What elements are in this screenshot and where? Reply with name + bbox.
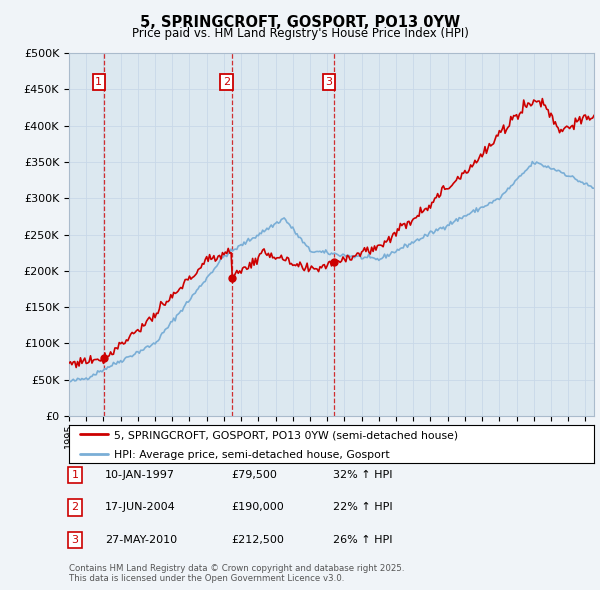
- Text: 27-MAY-2010: 27-MAY-2010: [105, 535, 177, 545]
- Text: 2: 2: [223, 77, 230, 87]
- Text: 22% ↑ HPI: 22% ↑ HPI: [333, 503, 392, 512]
- Text: 17-JUN-2004: 17-JUN-2004: [105, 503, 176, 512]
- Text: HPI: Average price, semi-detached house, Gosport: HPI: Average price, semi-detached house,…: [113, 450, 389, 460]
- Text: 5, SPRINGCROFT, GOSPORT, PO13 0YW: 5, SPRINGCROFT, GOSPORT, PO13 0YW: [140, 15, 460, 30]
- Text: £79,500: £79,500: [231, 470, 277, 480]
- Text: Contains HM Land Registry data © Crown copyright and database right 2025.
This d: Contains HM Land Registry data © Crown c…: [69, 563, 404, 583]
- Text: 2: 2: [71, 503, 79, 512]
- Text: 1: 1: [95, 77, 102, 87]
- Text: 1: 1: [71, 470, 79, 480]
- Text: 5, SPRINGCROFT, GOSPORT, PO13 0YW (semi-detached house): 5, SPRINGCROFT, GOSPORT, PO13 0YW (semi-…: [113, 431, 458, 441]
- Text: 10-JAN-1997: 10-JAN-1997: [105, 470, 175, 480]
- Text: 3: 3: [325, 77, 332, 87]
- Text: 32% ↑ HPI: 32% ↑ HPI: [333, 470, 392, 480]
- Text: 3: 3: [71, 535, 79, 545]
- Text: £212,500: £212,500: [231, 535, 284, 545]
- Text: Price paid vs. HM Land Registry's House Price Index (HPI): Price paid vs. HM Land Registry's House …: [131, 27, 469, 40]
- Text: 26% ↑ HPI: 26% ↑ HPI: [333, 535, 392, 545]
- Text: £190,000: £190,000: [231, 503, 284, 512]
